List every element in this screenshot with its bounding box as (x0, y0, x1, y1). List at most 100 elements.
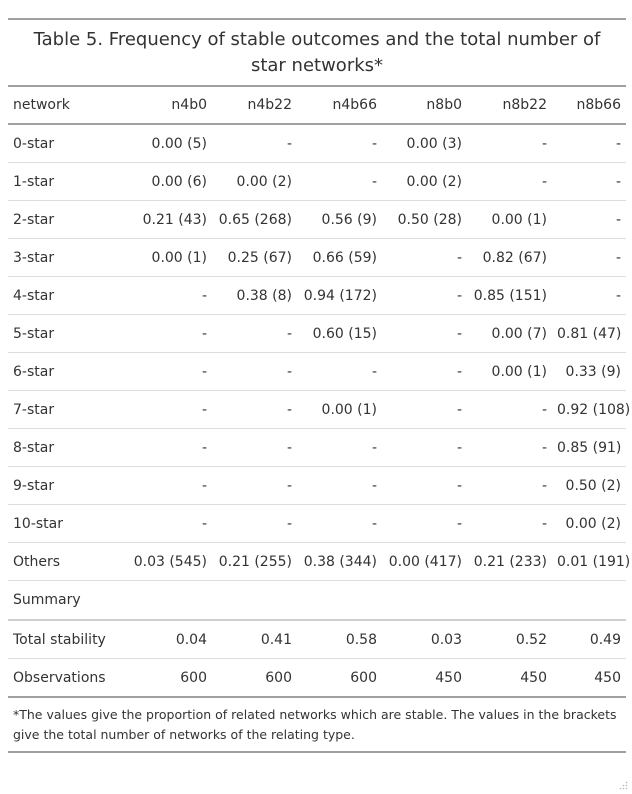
table-cell: - (382, 353, 467, 391)
table-cell: 600 (297, 659, 382, 698)
table-cell: - (212, 353, 297, 391)
table-cell: - (128, 353, 212, 391)
table-cell: 0.82 (67) (467, 239, 552, 277)
table-row: 5-star - - 0.60 (15) - 0.00 (7) 0.81 (47… (8, 315, 626, 353)
table-cell: 0.00 (7) (467, 315, 552, 353)
table-cell: 0.21 (43) (128, 201, 212, 239)
table-row: 6-star - - - - 0.00 (1) 0.33 (9) (8, 353, 626, 391)
table-cell: - (128, 505, 212, 543)
table-row: 7-star - - 0.00 (1) - - 0.92 (108) (8, 391, 626, 429)
header-row: network n4b0 n4b22 n4b66 n8b0 n8b22 n8b6… (8, 86, 626, 124)
table-cell: 0.85 (91) (552, 429, 626, 467)
table-cell: - (467, 505, 552, 543)
stability-table-container: Table 5. Frequency of stable outcomes an… (8, 18, 626, 753)
table-cell: 0.00 (1) (467, 353, 552, 391)
table-footnote: *The values give the proportion of relat… (8, 698, 626, 753)
table-cell: - (297, 429, 382, 467)
table-cell: - (128, 391, 212, 429)
column-header-network: network (8, 86, 128, 124)
table-cell: 0.21 (255) (212, 543, 297, 581)
row-label: 2-star (8, 201, 128, 239)
table-cell: 0.52 (467, 620, 552, 659)
column-header-n4b22: n4b22 (212, 86, 297, 124)
row-label: 6-star (8, 353, 128, 391)
table-cell: 0.50 (28) (382, 201, 467, 239)
table-cell: 0.00 (2) (382, 163, 467, 201)
table-cell: 0.00 (1) (297, 391, 382, 429)
column-header-n8b66: n8b66 (552, 86, 626, 124)
table-cell: 0.00 (1) (128, 239, 212, 277)
column-header-n8b22: n8b22 (467, 86, 552, 124)
table-cell: 0.00 (5) (128, 124, 212, 163)
table-cell: 0.00 (6) (128, 163, 212, 201)
table-row: 10-star - - - - - 0.00 (2) (8, 505, 626, 543)
row-label: Observations (8, 659, 128, 698)
table-row: Others 0.03 (545) 0.21 (255) 0.38 (344) … (8, 543, 626, 581)
table-cell: - (297, 124, 382, 163)
table-body: 0-star 0.00 (5) - - 0.00 (3) - - 1-star … (8, 124, 626, 697)
table-cell: 0.60 (15) (297, 315, 382, 353)
column-header-n4b66: n4b66 (297, 86, 382, 124)
row-label: 3-star (8, 239, 128, 277)
table-cell: 0.65 (268) (212, 201, 297, 239)
table-cell: - (467, 429, 552, 467)
row-label: Others (8, 543, 128, 581)
table-cell: - (552, 239, 626, 277)
table-cell: - (212, 467, 297, 505)
table-cell: - (382, 277, 467, 315)
column-header-n4b0: n4b0 (128, 86, 212, 124)
table-caption: Table 5. Frequency of stable outcomes an… (8, 20, 626, 85)
table-cell: 0.03 (382, 620, 467, 659)
table-cell: 0.03 (545) (128, 543, 212, 581)
table-cell: - (297, 163, 382, 201)
table-cell: - (212, 505, 297, 543)
table-cell: 0.38 (8) (212, 277, 297, 315)
table-cell: - (552, 201, 626, 239)
table-cell: 600 (128, 659, 212, 698)
table-row: 2-star 0.21 (43) 0.65 (268) 0.56 (9) 0.5… (8, 201, 626, 239)
table-cell: - (297, 467, 382, 505)
table-cell: 0.00 (3) (382, 124, 467, 163)
table-cell: - (552, 124, 626, 163)
row-label: 7-star (8, 391, 128, 429)
table-cell: - (212, 315, 297, 353)
table-row: Observations 600 600 600 450 450 450 (8, 659, 626, 698)
table-cell: - (382, 391, 467, 429)
row-label: 1-star (8, 163, 128, 201)
table-cell: 450 (552, 659, 626, 698)
table-row: 3-star 0.00 (1) 0.25 (67) 0.66 (59) - 0.… (8, 239, 626, 277)
stability-table: network n4b0 n4b22 n4b66 n8b0 n8b22 n8b6… (8, 85, 626, 698)
table-header: network n4b0 n4b22 n4b66 n8b0 n8b22 n8b6… (8, 86, 626, 124)
table-cell: 0.92 (108) (552, 391, 626, 429)
row-label: 8-star (8, 429, 128, 467)
table-cell: - (382, 429, 467, 467)
table-cell: - (297, 353, 382, 391)
table-cell: - (382, 505, 467, 543)
table-cell: - (128, 429, 212, 467)
table-cell: - (212, 391, 297, 429)
row-label: 10-star (8, 505, 128, 543)
table-cell: 0.00 (417) (382, 543, 467, 581)
table-cell: - (552, 277, 626, 315)
table-cell: 0.81 (47) (552, 315, 626, 353)
table-cell: - (467, 124, 552, 163)
table-cell: 0.00 (1) (467, 201, 552, 239)
resize-grip-icon[interactable] (618, 780, 628, 790)
table-row: Total stability 0.04 0.41 0.58 0.03 0.52… (8, 620, 626, 659)
row-label: 0-star (8, 124, 128, 163)
table-cell: - (382, 315, 467, 353)
table-cell: - (467, 391, 552, 429)
table-cell: 0.66 (59) (297, 239, 382, 277)
table-cell: 0.49 (552, 620, 626, 659)
table-cell: - (467, 467, 552, 505)
table-row: 1-star 0.00 (6) 0.00 (2) - 0.00 (2) - - (8, 163, 626, 201)
table-cell: 0.50 (2) (552, 467, 626, 505)
table-cell: 0.00 (2) (212, 163, 297, 201)
table-cell: 0.58 (297, 620, 382, 659)
table-cell: 450 (467, 659, 552, 698)
table-cell: - (128, 315, 212, 353)
table-cell: 0.01 (191) (552, 543, 626, 581)
table-cell: - (128, 277, 212, 315)
table-cell: - (212, 124, 297, 163)
table-row: 9-star - - - - - 0.50 (2) (8, 467, 626, 505)
